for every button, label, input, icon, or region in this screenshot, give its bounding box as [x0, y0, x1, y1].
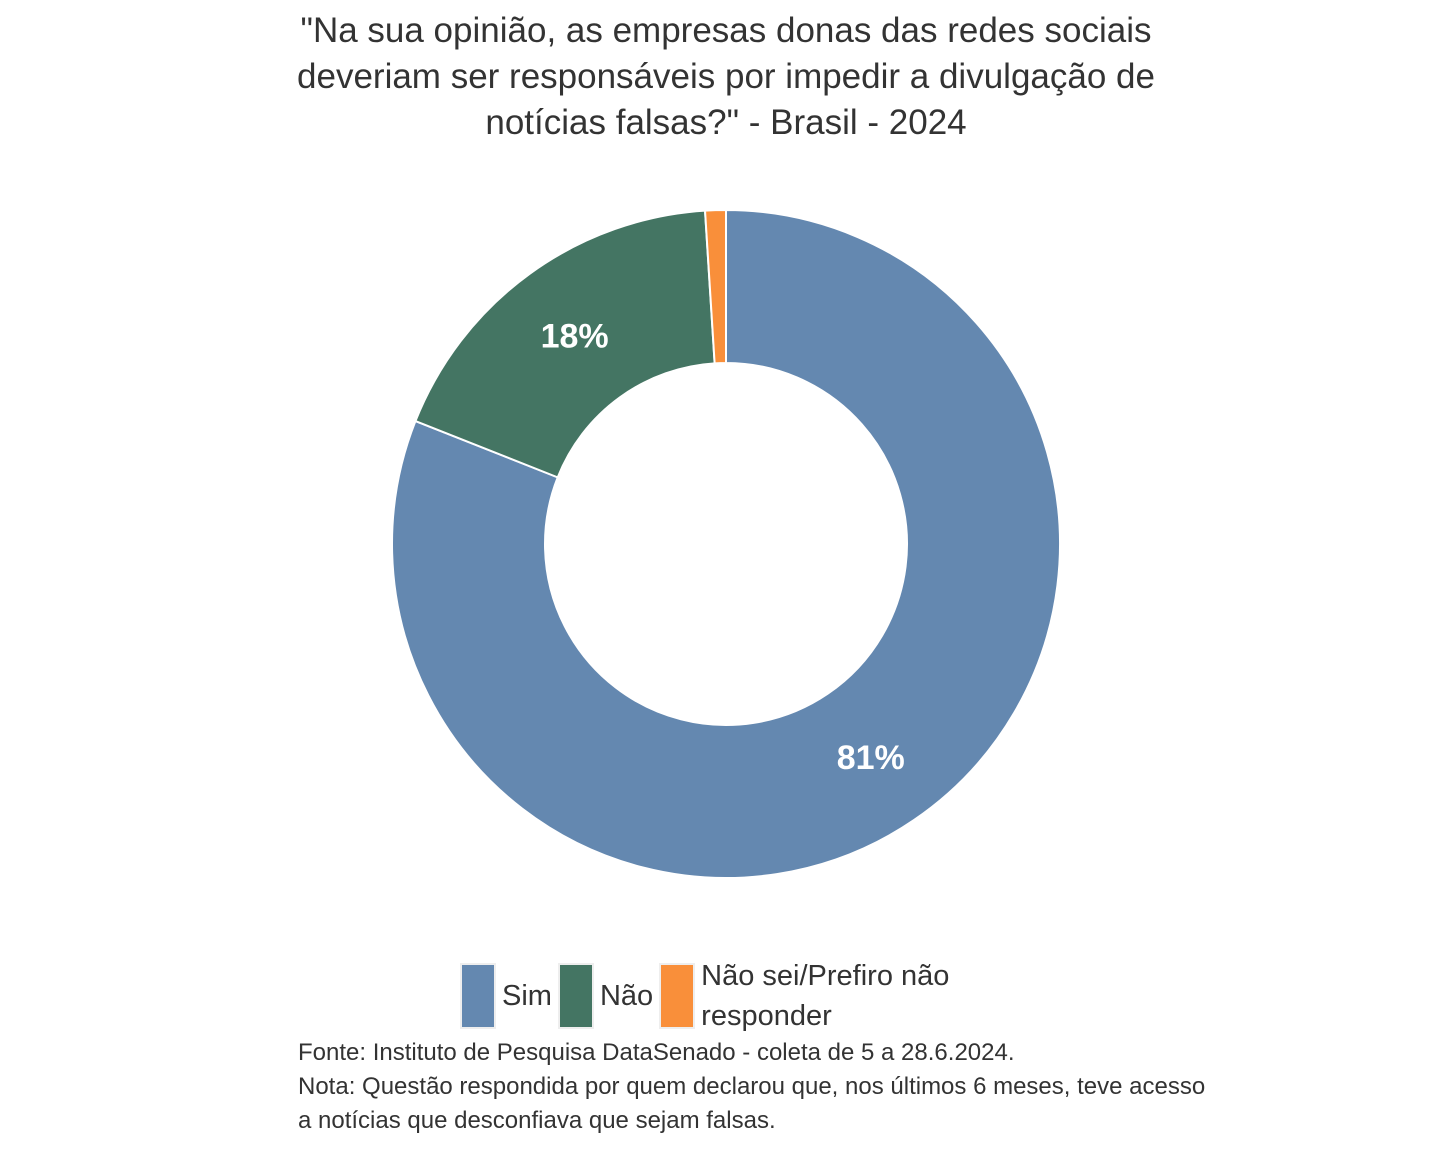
legend-label-sim: Sim: [502, 979, 552, 1012]
legend-swatch-sim: [460, 963, 496, 1029]
slice-sim: [391, 208, 1061, 879]
legend-item-nao-sei: Não sei/Prefiro não responder: [659, 956, 949, 1036]
legend-item-sim: Sim: [460, 963, 552, 1029]
legend-item-nao: Não: [557, 963, 654, 1029]
note-line: Nota: Questão respondida por quem declar…: [298, 1073, 1206, 1100]
data-label: 81%: [837, 739, 905, 777]
legend-label-nao-sei: Não sei/Prefiro não responder: [701, 956, 949, 1036]
legend-label-line: responder: [701, 1000, 832, 1032]
note-line: a notícias que desconfiava que sejam fal…: [298, 1107, 776, 1134]
title-line: deveriam ser responsáveis por impedir a …: [297, 57, 1155, 96]
slice-n-o: [414, 209, 716, 479]
title-line: "Na sua opinião, as empresas donas das r…: [300, 11, 1152, 50]
data-label: 18%: [541, 318, 609, 356]
slice-n-o-sei-prefiro-n-o-responder: [703, 208, 727, 365]
title-line: notícias falsas?" - Brasil - 2024: [485, 103, 967, 142]
legend-label-nao: Não: [599, 979, 654, 1012]
source-note: Fonte: Instituto de Pesquisa DataSenado …: [298, 1036, 1205, 1138]
legend-swatch-nao-sei: [659, 963, 696, 1029]
chart-title: "Na sua opinião, as empresas donas das r…: [0, 8, 1440, 146]
legend: Sim Não Não sei/Prefiro não responder: [460, 956, 955, 1036]
source-line: Fonte: Instituto de Pesquisa DataSenado …: [298, 1039, 1015, 1066]
legend-swatch-nao: [557, 963, 594, 1029]
legend-label-line: Não sei/Prefiro não: [701, 960, 950, 992]
